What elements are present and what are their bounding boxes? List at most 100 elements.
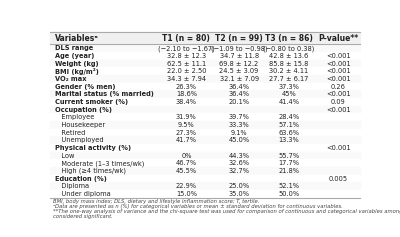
Text: 28.4%: 28.4% (278, 114, 299, 120)
Text: Employee: Employee (55, 114, 94, 120)
Text: T3 (n = 86): T3 (n = 86) (265, 34, 313, 43)
Text: <0.001: <0.001 (326, 145, 351, 151)
Text: 22.0 ± 2.50: 22.0 ± 2.50 (167, 68, 206, 74)
Text: 31.9%: 31.9% (176, 114, 197, 120)
Bar (50, 160, 360, 167)
Text: considered significant.: considered significant. (53, 214, 113, 219)
Text: Physical activity (%): Physical activity (%) (55, 145, 131, 151)
Text: 32.7%: 32.7% (229, 168, 250, 174)
Text: 39.7%: 39.7% (229, 114, 250, 120)
Text: Variablesᵃ: Variablesᵃ (55, 34, 98, 43)
Text: 22.9%: 22.9% (176, 183, 197, 189)
Text: T2 (n = 99): T2 (n = 99) (215, 34, 263, 43)
Text: 35.0%: 35.0% (229, 191, 250, 197)
Text: <0.001: <0.001 (326, 53, 351, 59)
Text: 55.7%: 55.7% (278, 153, 299, 159)
Text: 21.8%: 21.8% (278, 168, 299, 174)
Text: <0.001: <0.001 (326, 76, 351, 82)
Text: BMI (kg/m²): BMI (kg/m²) (55, 68, 98, 75)
Text: 45%: 45% (281, 91, 296, 97)
Text: 0.005: 0.005 (329, 176, 348, 182)
Text: VO₂ max: VO₂ max (55, 76, 86, 82)
Text: <0.001: <0.001 (326, 91, 351, 97)
Text: 42.8 ± 13.6: 42.8 ± 13.6 (269, 53, 308, 59)
Text: ᵃData are presented as n (%) for categorical variables or mean ± standard deviat: ᵃData are presented as n (%) for categor… (53, 204, 343, 209)
Text: 15.0%: 15.0% (176, 191, 197, 197)
Text: 50.0%: 50.0% (278, 191, 299, 197)
Text: Current smoker (%): Current smoker (%) (55, 99, 128, 105)
Bar (50, 91, 360, 98)
Text: 34.3 ± 7.94: 34.3 ± 7.94 (167, 76, 206, 82)
Text: 0.09: 0.09 (331, 99, 346, 105)
Text: Diploma: Diploma (55, 183, 89, 189)
Text: Retired: Retired (55, 130, 85, 136)
Bar (50, 106, 360, 114)
Text: Low: Low (55, 153, 74, 159)
Text: 24.5 ± 3.09: 24.5 ± 3.09 (220, 68, 259, 74)
Text: Gender (% men): Gender (% men) (55, 84, 115, 90)
Text: 27.3%: 27.3% (176, 130, 197, 136)
Text: Occupation (%): Occupation (%) (55, 107, 112, 113)
Text: Under diploma: Under diploma (55, 191, 110, 197)
Bar (50, 45, 360, 52)
Bar (50, 129, 360, 137)
Bar (50, 98, 360, 106)
Text: T1 (n = 80): T1 (n = 80) (162, 34, 210, 43)
Text: 32.1 ± 7.09: 32.1 ± 7.09 (220, 76, 259, 82)
Text: 17.7%: 17.7% (278, 160, 299, 166)
Bar (50, 182, 360, 190)
Bar (50, 60, 360, 68)
Text: P-value**: P-value** (318, 34, 358, 43)
Text: DLS range: DLS range (55, 45, 93, 51)
Text: Housekeeper: Housekeeper (55, 122, 105, 128)
Text: 36.4%: 36.4% (229, 84, 250, 90)
Text: (−0.80 to 0.38): (−0.80 to 0.38) (263, 45, 314, 52)
Text: 41.4%: 41.4% (278, 99, 299, 105)
Bar (50, 167, 360, 175)
Text: Unemployed: Unemployed (55, 137, 103, 143)
Text: <0.001: <0.001 (326, 107, 351, 113)
Text: <0.001: <0.001 (326, 61, 351, 67)
Text: Weight (kg): Weight (kg) (55, 61, 98, 67)
Text: 69.8 ± 12.2: 69.8 ± 12.2 (220, 61, 259, 67)
Text: 57.1%: 57.1% (278, 122, 299, 128)
Text: (−2.10 to −1.67): (−2.10 to −1.67) (158, 45, 215, 52)
Text: 18.6%: 18.6% (176, 91, 197, 97)
Text: **The one-way analysis of variance and the chi-square test was used for comparis: **The one-way analysis of variance and t… (53, 209, 400, 214)
Text: 26.3%: 26.3% (176, 84, 197, 90)
Text: 38.4%: 38.4% (176, 99, 197, 105)
Text: Age (year): Age (year) (55, 53, 94, 59)
Text: 32.6%: 32.6% (229, 160, 250, 166)
Text: 25.0%: 25.0% (228, 183, 250, 189)
Bar (50, 190, 360, 198)
Text: Moderate (1–3 times/wk): Moderate (1–3 times/wk) (55, 160, 144, 167)
Bar (50, 68, 360, 75)
Text: Education (%): Education (%) (55, 176, 106, 182)
Bar (50, 121, 360, 129)
Text: 32.8 ± 12.3: 32.8 ± 12.3 (167, 53, 206, 59)
Text: 44.3%: 44.3% (229, 153, 250, 159)
Text: 45.0%: 45.0% (228, 137, 250, 143)
Text: 30.2 ± 4.11: 30.2 ± 4.11 (269, 68, 308, 74)
Bar (50, 137, 360, 144)
Bar (50, 152, 360, 160)
Text: 33.3%: 33.3% (229, 122, 250, 128)
Text: 0%: 0% (181, 153, 192, 159)
Text: 13.3%: 13.3% (278, 137, 299, 143)
Bar (50, 32, 360, 45)
Text: 41.7%: 41.7% (176, 137, 197, 143)
Text: 9.1%: 9.1% (231, 130, 248, 136)
Text: 9.5%: 9.5% (178, 122, 195, 128)
Text: 63.6%: 63.6% (278, 130, 299, 136)
Bar (50, 175, 360, 182)
Text: High (≥4 times/wk): High (≥4 times/wk) (55, 168, 126, 174)
Text: BMI, body mass index; DLS, dietary and lifestyle inflammation score; T, tertile.: BMI, body mass index; DLS, dietary and l… (53, 199, 260, 204)
Bar (50, 52, 360, 60)
Text: 85.8 ± 15.8: 85.8 ± 15.8 (269, 61, 308, 67)
Text: 20.1%: 20.1% (229, 99, 250, 105)
Bar (50, 144, 360, 152)
Text: Marital status (% married): Marital status (% married) (55, 91, 154, 97)
Text: 52.1%: 52.1% (278, 183, 299, 189)
Text: <0.001: <0.001 (326, 68, 351, 74)
Text: 34.7 ± 11.8: 34.7 ± 11.8 (220, 53, 259, 59)
